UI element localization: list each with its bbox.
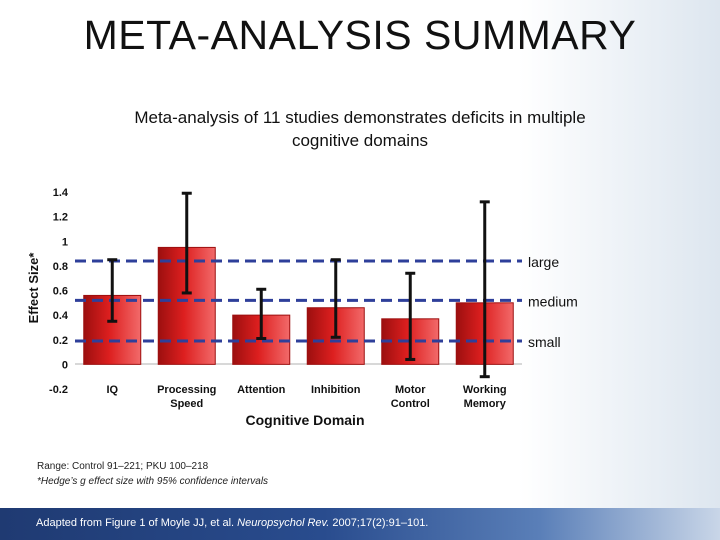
effect-size-note: *Hedge’s g effect size with 95% confiden… [37, 476, 269, 487]
y-tick-label-3: 0.4 [53, 310, 69, 322]
error-bars-group [107, 191, 490, 379]
citation: Adapted from Figure 1 of Moyle JJ, et al… [36, 517, 428, 529]
y-tick-label-4: 0.6 [53, 286, 68, 298]
x-axis-label: Cognitive Domain [245, 412, 364, 428]
citation-journal: Neuropsychol Rev. [237, 517, 330, 529]
slide-subtitle: Meta-analysis of 11 studies demonstrates… [134, 108, 586, 150]
y-tick-label-1: 0 [62, 359, 68, 371]
category-label-2: Attention [237, 384, 286, 396]
effect-size-chart: large medium small -0.2 0 0.2 0.4 0.6 0.8 1 1.2 1.… [26, 187, 578, 428]
y-tick-label-0: -0.2 [49, 384, 68, 396]
category-label-5: Working Memory [463, 384, 507, 410]
y-tick-label-7: 1.2 [53, 212, 68, 224]
reference-lines-group: large medium small [75, 254, 578, 350]
y-tick-label-2: 0.2 [53, 335, 68, 347]
range-note: Range: Control 91–221; PKU 100–218 [37, 461, 209, 472]
citation-text: Adapted from Figure 1 of Moyle JJ, et al… [36, 517, 238, 529]
y-tick-label-8: 1.4 [53, 187, 69, 199]
reference-label-small: small [528, 334, 561, 350]
y-tick-label-6: 1 [62, 236, 68, 248]
footer-bar: Adapted from Figure 1 of Moyle JJ, et al… [0, 508, 720, 540]
category-label-3: Inhibition [311, 384, 361, 396]
y-tick-label-5: 0.8 [53, 261, 68, 273]
bars-group [83, 246, 514, 365]
category-label-1: Processing Speed [157, 384, 216, 410]
y-axis-label: Effect Size* [26, 252, 41, 324]
category-labels: IQ Processing Speed Attention Inhibition Moto… [106, 384, 506, 410]
reference-label-large: large [528, 254, 559, 270]
reference-label-medium: medium [528, 293, 578, 309]
slide-title: META-ANALYSIS SUMMARY [83, 12, 637, 58]
category-label-0: IQ [106, 384, 118, 396]
citation-details: 2007;17(2):91–101. [329, 517, 429, 529]
y-tick-labels: -0.2 0 0.2 0.4 0.6 0.8 1 1.2 1.4 [49, 187, 69, 396]
category-label-4: Motor Control [391, 384, 430, 410]
